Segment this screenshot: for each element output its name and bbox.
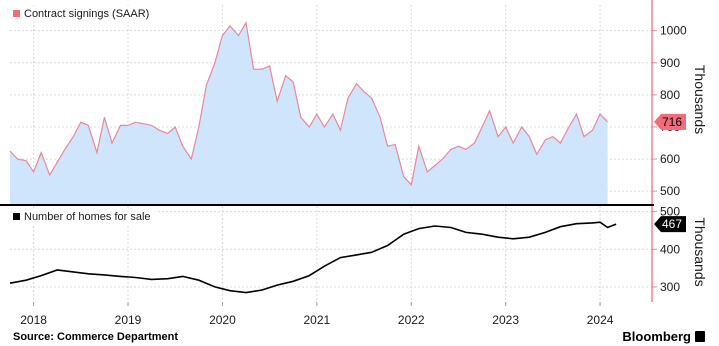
homes-panel: 300 400 500 Thousands Number of homes for … xyxy=(8,205,708,327)
homes-y-tick-label: 400 xyxy=(660,242,680,256)
signings-legend-swatch xyxy=(13,10,20,17)
signings-last-value-badge: 716 xyxy=(654,113,686,130)
x-tick-label: 2024 xyxy=(587,313,614,327)
signings-badge-shape xyxy=(654,113,686,130)
x-tick-label: 2022 xyxy=(398,313,425,327)
x-tick-label: 2020 xyxy=(209,313,236,327)
x-tick-label: 2023 xyxy=(492,313,519,327)
x-tick-label: 2021 xyxy=(303,313,330,327)
signings-y-tick-label: 500 xyxy=(660,184,680,198)
homes-legend-swatch xyxy=(13,213,20,220)
signings-area xyxy=(10,22,608,205)
homes-badge-shape xyxy=(654,216,686,233)
bloomberg-logo: Bloomberg xyxy=(622,329,705,344)
x-tick-label: 2018 xyxy=(20,313,47,327)
homes-last-value-badge: 467 xyxy=(654,216,686,233)
homes-y-tick-label: 500 xyxy=(660,205,680,219)
homes-legend-label: Number of homes for sale xyxy=(24,211,151,223)
signings-unit-label: Thousands xyxy=(692,65,708,134)
homes-unit-label: Thousands xyxy=(692,217,708,286)
homes-legend: Number of homes for sale xyxy=(8,209,159,225)
homes-badge-value: 467 xyxy=(662,217,682,231)
signings-y-tick-label: 1000 xyxy=(660,24,687,38)
x-tick-label: 2019 xyxy=(115,313,142,327)
signings-y-ticks: 5006007008009001000 xyxy=(652,24,687,198)
signings-legend-label: Contract signings (SAAR) xyxy=(24,8,149,20)
signings-line xyxy=(9,20,609,186)
homes-legend-box xyxy=(8,209,159,225)
x-axis-tick-labels: 2018 2019 2020 2021 2022 2023 2024 xyxy=(20,302,614,327)
homes-y-ticks: 300 400 500 xyxy=(652,205,680,294)
signings-badge-value: 716 xyxy=(662,115,682,129)
signings-legend: Contract signings (SAAR) xyxy=(8,6,158,22)
brand-name: Bloomberg xyxy=(622,329,691,344)
homes-line xyxy=(9,221,617,294)
bloomberg-terminal-icon xyxy=(695,331,705,342)
homes-y-tick-label: 300 xyxy=(660,280,680,294)
signings-y-tick-label: 800 xyxy=(660,88,680,102)
signings-panel: 5006007008009001000 Thousands Contract s… xyxy=(8,0,708,205)
source-note: Source: Commerce Department xyxy=(13,331,179,343)
signings-y-tick-label: 600 xyxy=(660,152,680,166)
signings-y-tick-label: 900 xyxy=(660,56,680,70)
signings-legend-box xyxy=(8,6,158,22)
